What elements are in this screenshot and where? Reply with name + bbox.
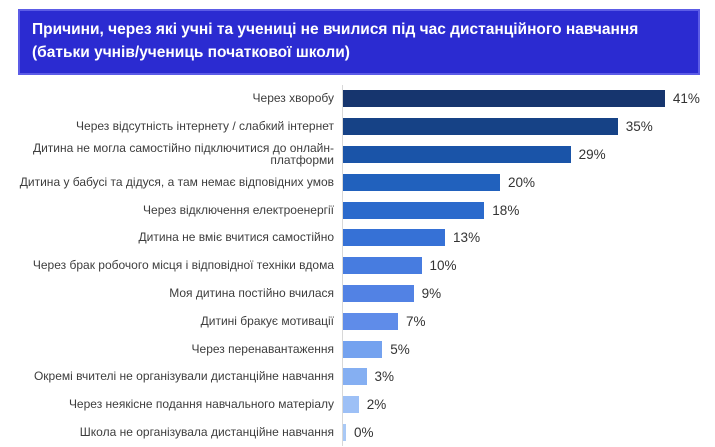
bar [343,257,422,275]
value-label: 9% [421,285,442,301]
bar-area: 41% [342,85,715,113]
value-label: 41% [672,91,700,107]
category-label: Через брак робочого місця і відповідної … [32,258,334,273]
bar [343,118,618,136]
chart-title: Причини, через які учні та учениці не вч… [32,21,639,62]
category-label: Через перенавантаження [191,341,334,356]
bar [343,284,414,302]
bar-chart: Через хворобу 41% Через відсутність інте… [0,85,715,447]
value-label: 5% [390,341,410,357]
chart-row: Через хворобу 41% [0,85,715,113]
value-label: 7% [405,313,426,329]
bar [343,173,500,191]
value-label: 3% [374,369,395,385]
bar-area: 9% [342,279,715,308]
value-label: 18% [492,202,520,218]
chart-row: Дитина не могла самостійно підключитися … [0,140,715,169]
bar-area: 29% [342,140,715,169]
value-label: 20% [508,174,536,190]
category-label: Через відключення електроенергії [143,202,334,217]
value-label: 35% [625,119,653,135]
chart-row: Окремі вчителі не організували дистанцій… [0,362,715,391]
bar [343,423,346,441]
chart-row: Дитина не вміє вчитися самостійно 13% [0,223,715,252]
bar [343,145,571,163]
bar-area: 2% [342,390,715,419]
category-label: Школа не організувала дистанційне навчан… [79,424,334,439]
value-label: 0% [354,424,374,440]
bar [343,312,398,330]
category-label: Дитині бракує мотивації [200,313,334,328]
chart-row: Через неякісне подання навчального матер… [0,390,715,419]
bar-area: 13% [342,223,715,252]
category-label: Дитина не могла самостійно підключитися … [32,140,334,168]
bar-area: 5% [342,335,715,363]
value-label: 2% [366,397,387,413]
chart-row: Через перенавантаження 5% [0,335,715,363]
chart-row: Дитина у бабусі та дідуся, а там немає в… [0,168,715,197]
bar [343,90,665,108]
chart-title-banner: Причини, через які учні та учениці не вч… [18,9,700,75]
value-label: 29% [578,146,606,162]
category-label: Дитина у бабусі та дідуся, а там немає в… [19,174,334,189]
category-label: Окремі вчителі не організували дистанцій… [33,369,334,384]
chart-row: Через відключення електроенергії 18% [0,196,715,224]
chart-row: Через відсутність інтернету / слабкий ін… [0,112,715,141]
value-label: 10% [429,258,457,274]
category-label: Через неякісне подання навчального матер… [68,397,334,412]
bar [343,229,446,247]
bar-area: 10% [342,251,715,280]
chart-row: Дитині бракує мотивації 7% [0,307,715,336]
chart-row: Школа не організувала дистанційне навчан… [0,418,715,447]
chart-row: Через брак робочого місця і відповідної … [0,251,715,280]
bar-area: 0% [342,418,715,447]
bar [343,368,367,386]
category-label: Через хворобу [252,91,334,106]
bar [343,396,359,414]
bar-area: 35% [342,112,715,141]
category-label: Дитина не вміє вчитися самостійно [138,230,335,245]
category-label: Через відсутність інтернету / слабкий ін… [76,119,334,134]
bar [343,340,383,358]
value-label: 13% [453,230,481,246]
bar-area: 20% [342,168,715,197]
bar-area: 18% [342,196,715,224]
bar-area: 3% [342,362,715,391]
chart-row: Моя дитина постійно вчилася 9% [0,279,715,308]
bar [343,201,485,219]
bar-area: 7% [342,307,715,336]
category-label: Моя дитина постійно вчилася [169,286,334,300]
